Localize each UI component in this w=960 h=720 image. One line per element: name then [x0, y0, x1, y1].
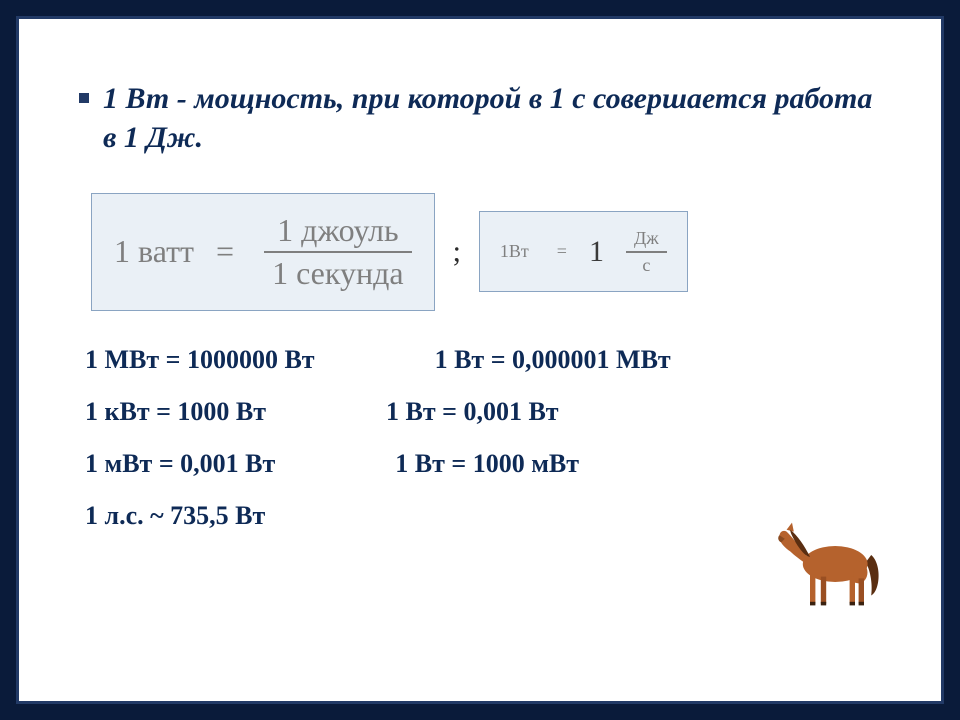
conversion-cell: 1 л.с. ~ 735,5 Вт [85, 501, 265, 531]
formula-large-fraction: 1 джоуль 1 секунда [264, 212, 412, 292]
conversion-cell: 1 Вт = 0,001 Вт [386, 397, 559, 427]
formula-row: 1 ватт = 1 джоуль 1 секунда ; 1Вт = 1 Дж… [91, 193, 886, 311]
formula-small-fraction: Дж с [626, 228, 667, 275]
bullet-icon [79, 93, 89, 103]
formula-small-lhs: 1Вт [500, 241, 529, 262]
conversion-cell: 1 мВт = 0,001 Вт [85, 449, 275, 479]
formula-small-one: 1 [589, 235, 604, 269]
slide-outer-frame: 1 Вт - мощность, при которой в 1 с совер… [0, 0, 960, 720]
title-text: 1 Вт - мощность, при которой в 1 с совер… [103, 79, 886, 157]
formula-large-lhs: 1 ватт [114, 233, 194, 270]
conversion-cell: 1 Вт = 1000 мВт [395, 449, 579, 479]
slide-inner-frame: 1 Вт - мощность, при которой в 1 с совер… [16, 16, 944, 704]
equals-sign-small: = [557, 241, 567, 262]
conversion-row: 1 МВт = 1000000 Вт 1 Вт = 0,000001 МВт [85, 345, 886, 375]
conversion-cell: 1 кВт = 1000 Вт [85, 397, 266, 427]
horse-icon [773, 519, 883, 609]
conversion-cell: 1 МВт = 1000000 Вт [85, 345, 315, 375]
formula-small-box: 1Вт = 1 Дж с [479, 211, 688, 292]
conversion-row: 1 л.с. ~ 735,5 Вт [85, 501, 886, 531]
fraction-denominator: 1 секунда [264, 253, 412, 292]
fraction-small-denominator: с [634, 253, 658, 276]
conversion-row: 1 кВт = 1000 Вт 1 Вт = 0,001 Вт [85, 397, 886, 427]
conversion-row: 1 мВт = 0,001 Вт 1 Вт = 1000 мВт [85, 449, 886, 479]
conversions-block: 1 МВт = 1000000 Вт 1 Вт = 0,000001 МВт 1… [85, 345, 886, 531]
conversion-cell: 1 Вт = 0,000001 МВт [435, 345, 671, 375]
equals-sign: = [216, 233, 234, 270]
formula-large-box: 1 ватт = 1 джоуль 1 секунда [91, 193, 435, 311]
semicolon: ; [453, 235, 461, 269]
fraction-numerator: 1 джоуль [269, 212, 407, 251]
title-row: 1 Вт - мощность, при которой в 1 с совер… [79, 79, 886, 157]
fraction-small-numerator: Дж [626, 228, 667, 251]
